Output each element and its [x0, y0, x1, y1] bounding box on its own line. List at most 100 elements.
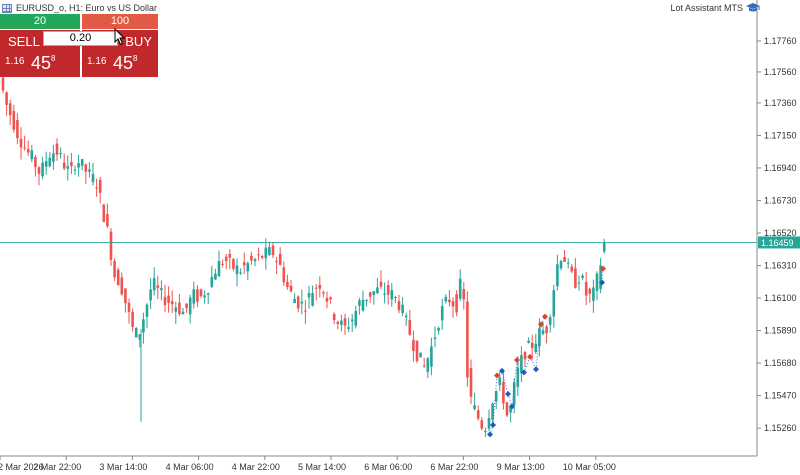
- candle: [556, 254, 559, 291]
- candle: [102, 203, 106, 223]
- candle: [512, 378, 516, 414]
- candle-body: [203, 295, 206, 298]
- candle-body: [253, 259, 257, 262]
- candle: [5, 91, 8, 116]
- candle: [559, 259, 563, 271]
- lot-size-input[interactable]: 0.20: [43, 31, 118, 46]
- candle: [188, 294, 192, 324]
- candle: [534, 333, 538, 354]
- price-tick-label: 1.16100: [764, 293, 797, 303]
- candle: [59, 147, 62, 159]
- trade-marker-icon: [521, 369, 527, 376]
- candle: [401, 297, 404, 317]
- trade-marker-icon: [533, 366, 539, 373]
- candle: [77, 154, 80, 177]
- candle: [235, 258, 239, 287]
- candle-body: [124, 288, 127, 304]
- candle-body: [487, 417, 491, 429]
- candle-body: [588, 288, 592, 294]
- candle: [361, 290, 365, 312]
- candle-body: [379, 281, 383, 287]
- candle-body: [415, 340, 419, 362]
- candle: [408, 309, 412, 336]
- time-tick-label: 10 Mar 05:00: [563, 462, 616, 472]
- candle: [494, 390, 498, 409]
- candle: [451, 297, 455, 318]
- candle: [484, 427, 487, 438]
- time-tick-label: 9 Mar 13:00: [497, 462, 545, 472]
- candle-body: [278, 253, 282, 265]
- price-tick-label: 1.17360: [764, 98, 797, 108]
- candle-body: [221, 263, 224, 265]
- candle: [70, 152, 73, 174]
- candle-body: [210, 276, 214, 287]
- candle: [163, 284, 167, 312]
- time-tick-label: 4 Mar 06:00: [166, 462, 214, 472]
- candle: [293, 293, 296, 304]
- trade-marker-icon: [499, 367, 505, 374]
- candle-body: [84, 164, 88, 172]
- candle: [48, 152, 52, 168]
- candle: [120, 272, 124, 296]
- candle-body: [120, 277, 124, 295]
- candle-body: [422, 365, 426, 367]
- sell-price-sup: 8: [51, 54, 56, 63]
- candle-body: [480, 420, 484, 429]
- candle-body: [300, 301, 304, 304]
- candle: [455, 290, 458, 317]
- candle-body: [246, 263, 250, 272]
- candle-body: [192, 289, 196, 304]
- time-tick-label: 3 Mar 14:00: [99, 462, 147, 472]
- lot-preset-100-button[interactable]: 100: [82, 14, 158, 29]
- candle: [343, 313, 347, 335]
- candle-body: [264, 247, 268, 259]
- candle-body: [55, 143, 59, 155]
- trade-connector: [529, 356, 537, 370]
- sell-price-display[interactable]: 1.16 45 8: [0, 52, 80, 77]
- candle-body: [163, 296, 167, 306]
- candle: [329, 296, 332, 304]
- price-tick-label: 1.17560: [764, 67, 797, 77]
- candle-body: [12, 110, 16, 130]
- candle: [545, 324, 548, 344]
- lot-preset-20-button[interactable]: 20: [0, 14, 80, 29]
- candle-body: [307, 292, 311, 298]
- candle: [473, 392, 476, 411]
- candle: [113, 258, 116, 281]
- candle-body: [131, 311, 134, 328]
- candle-body: [314, 287, 318, 289]
- candle: [350, 313, 354, 332]
- candle: [422, 357, 426, 368]
- candle-body: [494, 391, 498, 402]
- chart-grid-icon: [2, 3, 12, 13]
- candle-body: [8, 103, 12, 116]
- expert-advisor-label[interactable]: Lot Assistant MTS: [670, 0, 760, 16]
- candle-body: [502, 381, 505, 404]
- candle: [271, 242, 275, 259]
- candle: [192, 281, 196, 309]
- candle-body: [538, 328, 541, 347]
- candle-body: [80, 159, 84, 166]
- candle: [84, 163, 88, 184]
- candle: [304, 300, 307, 324]
- candle-body: [16, 120, 19, 139]
- candle-body: [347, 327, 350, 329]
- candle-body: [484, 430, 487, 432]
- candle-body: [509, 406, 512, 413]
- candle: [23, 135, 26, 151]
- candle: [257, 247, 260, 261]
- buy-price-display[interactable]: 1.16 45 8: [82, 52, 158, 77]
- candle-body: [70, 162, 73, 166]
- candle-body: [116, 269, 120, 286]
- candle-body: [592, 287, 595, 301]
- candle-body: [444, 296, 448, 302]
- candle-body: [188, 297, 192, 315]
- candle: [138, 334, 142, 348]
- candle-body: [386, 285, 390, 295]
- candle: [44, 151, 48, 175]
- time-tick-label: 2 Mar 22:00: [33, 462, 81, 472]
- candle-body: [59, 152, 62, 154]
- trade-panel: 20 100 SELL BUY 0.20 1.16 45 8 1.16 45 8: [0, 14, 158, 77]
- candle-body: [498, 377, 502, 386]
